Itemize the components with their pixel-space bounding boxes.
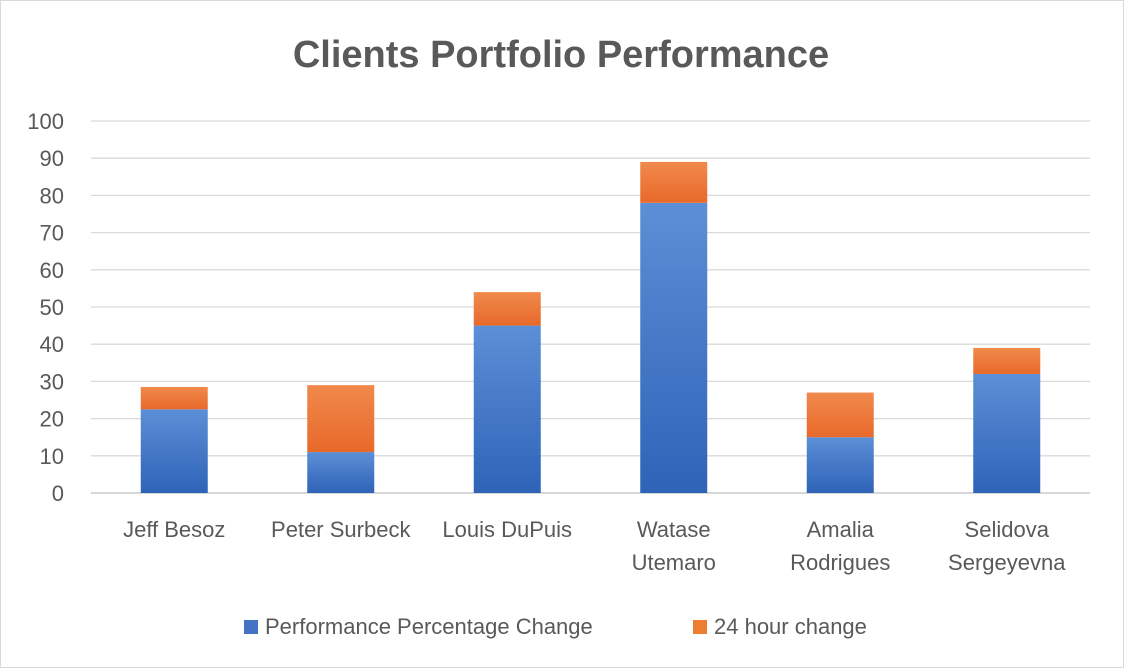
bar-performance-percentage-change bbox=[973, 373, 1041, 493]
x-category-label: Watase Utemaro bbox=[632, 517, 716, 575]
x-category-label: Peter Surbeck bbox=[271, 517, 411, 542]
bar-performance-percentage-change bbox=[307, 452, 375, 493]
x-axis-categories: Jeff Besoz Peter Surbeck Louis DuPuis Watas… bbox=[123, 517, 1066, 575]
x-category-label-line: Utemaro bbox=[632, 550, 716, 575]
chart-title: Clients Portfolio Performance bbox=[293, 34, 829, 76]
bar-performance-percentage-change bbox=[140, 409, 208, 493]
bar-24-hour-change bbox=[973, 347, 1041, 374]
bar-24-hour-change bbox=[307, 385, 375, 453]
gridlines bbox=[91, 120, 1090, 494]
x-category-label-line: Amalia bbox=[807, 517, 875, 542]
y-tick-label: 100 bbox=[27, 109, 64, 134]
bar-performance-percentage-change bbox=[806, 437, 874, 493]
x-category-label: Jeff Besoz bbox=[123, 517, 225, 542]
bars bbox=[140, 161, 1041, 493]
legend-label: 24 hour change bbox=[714, 614, 867, 639]
legend-label: Performance Percentage Change bbox=[265, 614, 593, 639]
x-category-label: Selidova Sergeyevna bbox=[948, 517, 1066, 575]
x-category-label-line: Sergeyevna bbox=[948, 550, 1066, 575]
x-category-label-line: Rodrigues bbox=[790, 550, 890, 575]
y-tick-label: 30 bbox=[40, 369, 64, 394]
bar-performance-percentage-change bbox=[473, 325, 541, 493]
y-tick-label: 50 bbox=[40, 295, 64, 320]
bar-24-hour-change bbox=[140, 386, 208, 410]
x-category-label-line: Watase bbox=[637, 517, 711, 542]
y-tick-label: 10 bbox=[40, 444, 64, 469]
bar-performance-percentage-change bbox=[640, 202, 708, 493]
x-category-label: Amalia Rodrigues bbox=[790, 517, 890, 575]
y-tick-label: 0 bbox=[52, 481, 64, 506]
bar-24-hour-change bbox=[640, 161, 708, 203]
y-axis-ticks: 0 10 20 30 40 50 60 70 80 90 100 bbox=[27, 109, 64, 506]
x-category-label: Louis DuPuis bbox=[442, 517, 572, 542]
bar-24-hour-change bbox=[806, 392, 874, 438]
y-tick-label: 60 bbox=[40, 258, 64, 283]
y-tick-label: 40 bbox=[40, 332, 64, 357]
x-category-label-line: Jeff Besoz bbox=[123, 517, 225, 542]
legend-swatch bbox=[244, 620, 258, 634]
x-category-label-line: Selidova bbox=[965, 517, 1050, 542]
y-tick-label: 90 bbox=[40, 146, 64, 171]
legend-swatch bbox=[693, 620, 707, 634]
y-tick-label: 80 bbox=[40, 183, 64, 208]
x-category-label-line: Peter Surbeck bbox=[271, 517, 411, 542]
y-tick-label: 70 bbox=[40, 221, 64, 246]
legend: Performance Percentage Change 24 hour cha… bbox=[244, 614, 867, 639]
y-tick-label: 20 bbox=[40, 407, 64, 432]
bar-24-hour-change bbox=[473, 292, 541, 326]
x-category-label-line: Louis DuPuis bbox=[442, 517, 572, 542]
